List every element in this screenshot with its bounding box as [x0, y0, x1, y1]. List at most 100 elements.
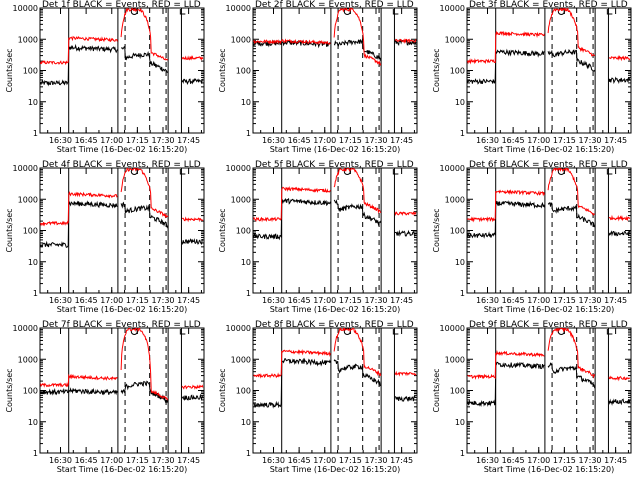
x-tick-label: 17:15 [339, 296, 362, 305]
x-axis-label: Start Time (16-Dec-02 16:15:20) [57, 465, 188, 474]
events-series-line [253, 197, 417, 241]
series-group [467, 328, 631, 408]
annotation-corner [179, 329, 186, 335]
events-series-line [40, 200, 204, 248]
y-tick-label: 1000 [231, 355, 251, 364]
y-axis-label: Counts/sec [432, 48, 441, 92]
events-series-line [467, 200, 631, 239]
detector-panel-4: Det 4f BLACK = Events, RED = LLD 1 10 100 10… [5, 160, 205, 314]
x-axis-label: Start Time (16-Dec-02 16:15:20) [270, 305, 401, 314]
x-tick-label: 16:30 [262, 456, 285, 465]
x-tick-label: 17:45 [390, 456, 413, 465]
x-tick-label: 16:45 [288, 136, 311, 145]
x-tick-label: 17:15 [126, 456, 149, 465]
y-tick-label: 1000 [445, 195, 465, 204]
detector-panel-2: Det 2f BLACK = Events, RED = LLD 1 10 100 10… [218, 0, 418, 154]
x-tick-label: 16:30 [49, 456, 72, 465]
series-group [467, 8, 631, 85]
lld-series-line [253, 168, 417, 223]
lld-series-line [253, 328, 417, 379]
detector-panel-5: Det 5f BLACK = Events, RED = LLD 1 10 100 10… [218, 160, 418, 314]
lld-series-line [467, 8, 631, 65]
x-tick-label: 17:00 [100, 136, 123, 145]
lld-series-line [40, 8, 204, 66]
x-tick-label: 17:15 [553, 296, 576, 305]
y-tick-label: 10 [241, 418, 251, 427]
x-axis-label: Start Time (16-Dec-02 16:15:20) [484, 305, 615, 314]
x-tick-label: 17:00 [527, 296, 550, 305]
y-tick-label: 100 [450, 227, 465, 236]
x-tick-label: 17:30 [578, 136, 601, 145]
detector-panel-1: Det 1f BLACK = Events, RED = LLD 1 10 100 10… [5, 0, 205, 154]
lld-series-line [40, 168, 204, 227]
events-series-line [253, 357, 417, 409]
y-tick-label: 10000 [13, 164, 38, 173]
x-tick-label: 17:00 [100, 296, 123, 305]
y-tick-label: 10 [455, 418, 465, 427]
x-tick-label: 16:45 [502, 456, 525, 465]
x-tick-label: 16:30 [49, 296, 72, 305]
y-tick-label: 100 [23, 387, 38, 396]
annotation-corner [392, 329, 399, 335]
y-tick-label: 1 [246, 129, 251, 138]
y-axis-label: Counts/sec [5, 368, 14, 412]
y-axis-label: Counts/sec [5, 208, 14, 252]
x-tick-label: 17:15 [553, 136, 576, 145]
x-tick-label: 16:45 [75, 296, 98, 305]
y-tick-label: 1000 [445, 35, 465, 44]
x-tick-label: 17:00 [313, 456, 336, 465]
y-tick-label: 10 [241, 98, 251, 107]
y-tick-label: 1 [246, 449, 251, 458]
x-tick-label: 17:45 [390, 136, 413, 145]
x-tick-label: 17:30 [578, 456, 601, 465]
lld-series-line [467, 168, 631, 223]
x-tick-label: 17:00 [313, 296, 336, 305]
x-tick-label: 16:30 [476, 456, 499, 465]
y-tick-label: 100 [450, 67, 465, 76]
detector-panel-8: Det 8f BLACK = Events, RED = LLD 1 10 100 10… [218, 320, 418, 474]
x-tick-label: 17:00 [527, 456, 550, 465]
lld-series-line [40, 328, 204, 401]
y-tick-label: 1000 [231, 195, 251, 204]
x-tick-label: 16:45 [288, 296, 311, 305]
y-tick-label: 1000 [18, 35, 38, 44]
y-tick-label: 10000 [440, 324, 465, 333]
x-tick-label: 17:45 [177, 296, 200, 305]
x-tick-label: 17:15 [339, 456, 362, 465]
detector-panel-7: Det 7f BLACK = Events, RED = LLD 1 10 100 10… [5, 320, 205, 474]
annotation-corner [606, 9, 613, 15]
x-tick-label: 17:15 [339, 136, 362, 145]
x-tick-label: 16:30 [49, 136, 72, 145]
x-tick-label: 17:30 [364, 456, 387, 465]
x-tick-label: 16:30 [262, 296, 285, 305]
events-series-line [467, 361, 631, 408]
x-tick-label: 16:45 [75, 136, 98, 145]
y-tick-label: 100 [23, 227, 38, 236]
y-tick-label: 1 [33, 449, 38, 458]
x-tick-label: 17:30 [151, 456, 174, 465]
y-tick-label: 10 [455, 258, 465, 267]
x-tick-label: 17:30 [364, 296, 387, 305]
annotation-corner [392, 9, 399, 15]
y-tick-label: 1 [460, 129, 465, 138]
x-axis-label: Start Time (16-Dec-02 16:15:20) [270, 465, 401, 474]
y-axis-label: Counts/sec [432, 208, 441, 252]
x-tick-label: 17:00 [313, 136, 336, 145]
annotation-corner [179, 9, 186, 15]
detector-panel-9: Det 9f BLACK = Events, RED = LLD 1 10 100 10… [432, 320, 632, 474]
y-tick-label: 1000 [445, 355, 465, 364]
x-tick-label: 16:45 [502, 136, 525, 145]
y-tick-label: 10 [28, 98, 38, 107]
x-tick-label: 17:45 [604, 296, 627, 305]
annotation-corner [606, 329, 613, 335]
series-group [40, 328, 204, 404]
y-axis-label: Counts/sec [5, 48, 14, 92]
x-tick-label: 17:30 [578, 296, 601, 305]
panel-title: Det 6f BLACK = Events, RED = LLD [469, 160, 628, 170]
y-tick-label: 10000 [13, 324, 38, 333]
x-axis-label: Start Time (16-Dec-02 16:15:20) [57, 305, 188, 314]
annotation-corner [179, 169, 186, 175]
y-tick-label: 10 [241, 258, 251, 267]
plot-frame [466, 167, 632, 294]
